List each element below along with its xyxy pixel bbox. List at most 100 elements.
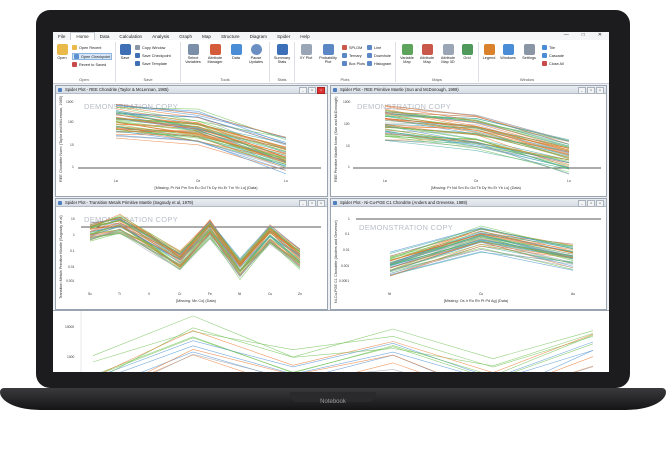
menu-data[interactable]: Data [99, 33, 110, 39]
menu-calculation[interactable]: Calculation [119, 33, 143, 39]
sample-line [389, 238, 574, 264]
save-template-label: Save Template [142, 61, 168, 66]
maximize-icon[interactable]: □ [581, 32, 585, 38]
cascade-button[interactable]: Cascade [542, 53, 564, 58]
downhole-label: Downhole [374, 53, 391, 58]
variable-map-label: Variable Map [400, 56, 414, 65]
settings-button[interactable]: Settings [519, 44, 539, 60]
sample-line [92, 331, 594, 368]
panel-maximize-icon[interactable]: □ [587, 87, 595, 94]
sample-line [115, 105, 287, 145]
x-tick: Ni [238, 292, 242, 296]
spider-plot-panel[interactable]: Spider Plot - REE Chondrite (Taylor & Mc… [55, 85, 328, 197]
menu-map[interactable]: Map [202, 33, 211, 39]
variable-map-button[interactable]: Variable Map [398, 44, 416, 65]
panel-maximize-icon[interactable]: □ [308, 200, 316, 207]
sample-line [389, 236, 574, 271]
sample-line [115, 118, 287, 163]
sample-line [155, 353, 594, 372]
menu-diagram[interactable]: Diagram [249, 33, 267, 39]
probability-plot-button[interactable]: Probability Plot [316, 44, 340, 65]
close-all-label: Close All [549, 61, 564, 66]
menu-analysis[interactable]: Analysis [152, 33, 170, 39]
box-plots-label: Box Plots [349, 61, 366, 66]
attribute-map-button[interactable]: Attribute Map [417, 44, 437, 65]
legend-button[interactable]: Legend [481, 44, 497, 60]
y-tick: 100 [68, 120, 74, 124]
save-checkpoint-button[interactable]: Save Checkpoint [135, 53, 171, 58]
attribute-map-3d-button[interactable]: Attribute Map 3D [438, 44, 458, 65]
windows-label: Windows [500, 56, 516, 60]
x-tick: Ti [118, 292, 121, 296]
spider-plot-panel[interactable]: Spider Plot - REE Primitive Mantle (Sun … [330, 85, 607, 197]
panel-minimize-icon[interactable]: _ [578, 200, 586, 207]
panel-close-icon[interactable]: x [596, 200, 604, 207]
sample-line [115, 128, 287, 162]
panel-title-bar: Spider Plot - REE Chondrite (Taylor & Mc… [56, 86, 327, 94]
sample-line [384, 105, 570, 142]
xy-plot-button[interactable]: XY Plot [297, 44, 315, 60]
panel-minimize-icon[interactable]: _ [299, 200, 307, 207]
line-button[interactable]: Line [367, 45, 381, 50]
grid-button[interactable]: Grid [459, 44, 475, 60]
menu-file[interactable]: File [58, 33, 66, 39]
attribute-manager-button[interactable]: Attribute Manager [204, 44, 226, 65]
close-icon[interactable]: ✕ [597, 32, 602, 38]
x-axis-label: [Missing: Pr Nd Sm Eu Gd Tb Dy Ho Er Yb … [431, 186, 521, 190]
panel-close-icon[interactable]: x [317, 200, 325, 207]
panel-maximize-icon[interactable]: □ [587, 200, 595, 207]
select-variables-button[interactable]: Select Variables [183, 44, 203, 65]
splom-button[interactable]: SPLOM [342, 45, 362, 50]
sample-line [103, 330, 594, 372]
histogram-icon [367, 61, 372, 66]
spider-plot-panel-bottom[interactable]: 10000 1000 [53, 310, 609, 372]
settings-label: Settings [522, 56, 536, 60]
menu-help[interactable]: Help [300, 33, 310, 39]
ternary-button[interactable]: Ternary [342, 53, 362, 58]
box-plots-button[interactable]: Box Plots [342, 61, 365, 66]
menu-graph[interactable]: Graph [179, 33, 193, 39]
open-recent-button[interactable]: Open Recent [72, 45, 101, 50]
y-tick: 0.001 [66, 279, 75, 283]
sample-line [384, 127, 570, 158]
downhole-button[interactable]: Downhole [367, 53, 391, 58]
open-button[interactable]: Open [55, 44, 69, 60]
windows-button[interactable]: Windows [498, 44, 518, 60]
y-tick: 1 [72, 165, 74, 169]
revert-button[interactable]: Revert to Saved [72, 62, 106, 67]
panel-title-bar: Spider Plot - Ni-Cu-PGE C1 Chondrite (An… [331, 199, 606, 207]
spider-plot-panel[interactable]: Spider Plot - Transition Metals Primitiv… [55, 198, 328, 310]
open-checkpoint-button[interactable]: Open Checkpoint [72, 53, 113, 60]
panel-title-bar: Spider Plot - Transition Metals Primitiv… [56, 199, 327, 207]
minimize-icon[interactable]: — [563, 32, 569, 38]
menu-home[interactable]: Home [70, 32, 95, 40]
copy-icon [135, 45, 140, 50]
summary-stats-button[interactable]: Summary Stats [272, 44, 292, 65]
panel-minimize-icon[interactable]: _ [299, 87, 307, 94]
save-button[interactable]: Save [118, 44, 132, 60]
histogram-button[interactable]: Histogram [367, 61, 391, 66]
spider-lines-plot [81, 213, 321, 281]
sample-line [389, 233, 574, 262]
spider-plot-panel[interactable]: Spider Plot - Ni-Cu-PGE C1 Chondrite (An… [330, 198, 607, 310]
tile-button[interactable]: Tile [542, 45, 555, 50]
sample-line [115, 104, 287, 138]
panel-minimize-icon[interactable]: _ [578, 87, 586, 94]
sample-line [89, 216, 301, 261]
pause-updates-button[interactable]: Pause Updates [246, 44, 266, 65]
sample-line [384, 116, 570, 142]
sample-line [89, 219, 301, 266]
close-all-button[interactable]: Close All [542, 61, 564, 66]
sample-line [115, 117, 287, 148]
copy-window-button[interactable]: Copy Window [135, 45, 165, 50]
menu-structure[interactable]: Structure [220, 33, 240, 39]
panel-maximize-icon[interactable]: □ [308, 87, 316, 94]
sample-line [92, 315, 594, 360]
save-template-button[interactable]: Save Template [135, 61, 167, 66]
data-button[interactable]: Data [227, 44, 245, 60]
panel-close-icon[interactable]: x [596, 87, 604, 94]
x-axis-label: [Missing: Os Ir Ru Rh Pt Pd Ag] (Data) [443, 299, 509, 303]
menu-spider[interactable]: Spider [276, 33, 291, 39]
panel-close-icon[interactable]: x [317, 87, 325, 94]
spider-plot-icon [58, 87, 62, 92]
